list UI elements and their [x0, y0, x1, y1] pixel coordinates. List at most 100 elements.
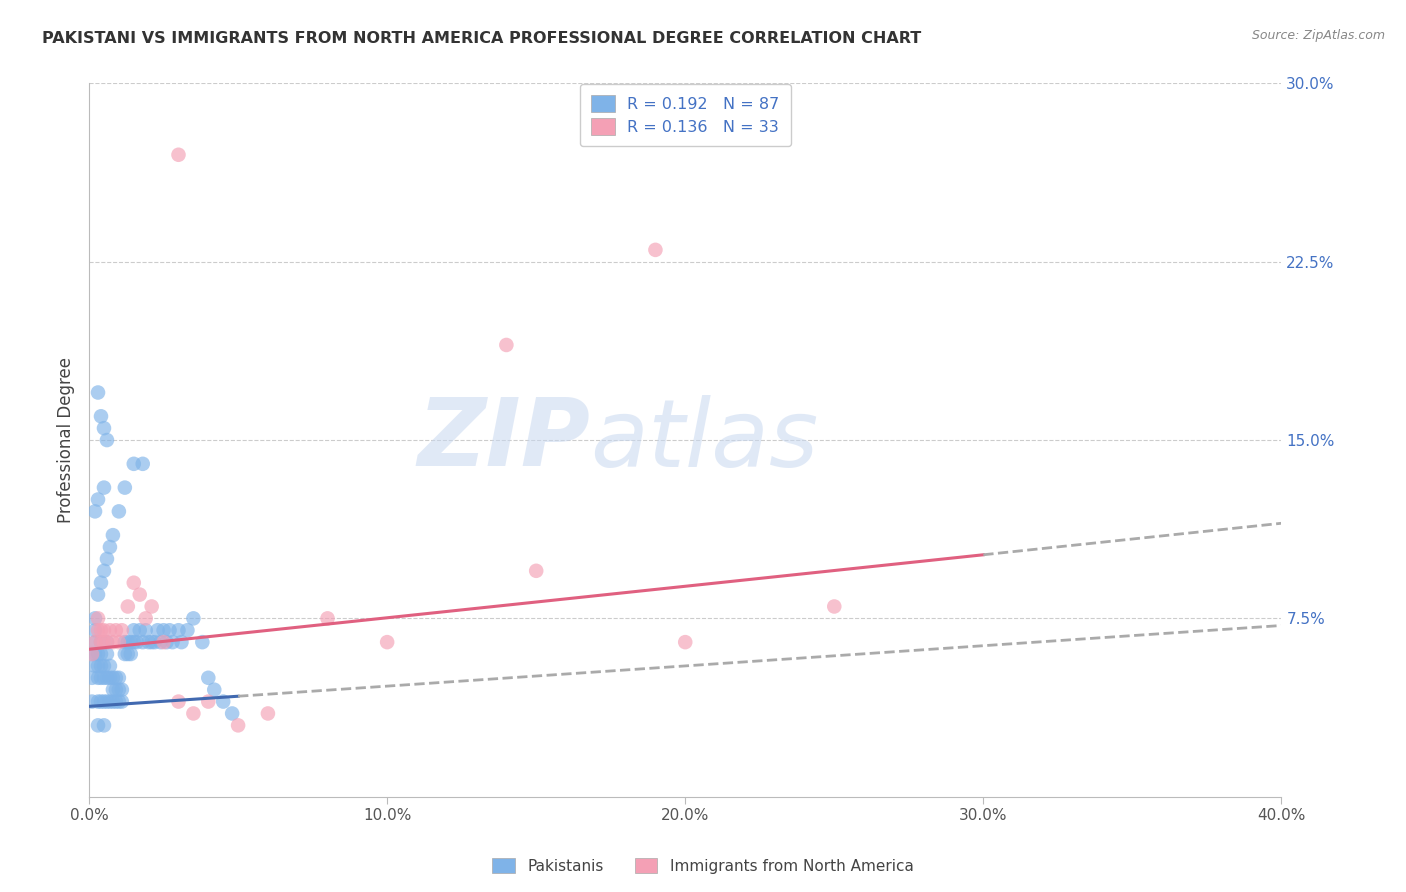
Text: ZIP: ZIP	[418, 394, 591, 486]
Point	[96, 647, 118, 661]
Point	[183, 611, 205, 625]
Point	[155, 635, 177, 649]
Point	[87, 588, 110, 602]
Point	[80, 647, 103, 661]
Point	[122, 635, 145, 649]
Point	[152, 635, 174, 649]
Point	[87, 718, 110, 732]
Point	[108, 671, 131, 685]
Point	[146, 624, 169, 638]
Point	[96, 552, 118, 566]
Point	[183, 706, 205, 721]
Point	[87, 624, 110, 638]
Point	[170, 635, 193, 649]
Point	[673, 635, 696, 649]
Point	[84, 504, 107, 518]
Point	[84, 635, 107, 649]
Point	[87, 385, 110, 400]
Point	[87, 611, 110, 625]
Point	[87, 671, 110, 685]
Point	[162, 635, 184, 649]
Point	[122, 575, 145, 590]
Point	[221, 706, 243, 721]
Point	[96, 635, 118, 649]
Point	[167, 624, 190, 638]
Point	[167, 148, 190, 162]
Point	[495, 338, 517, 352]
Point	[90, 409, 112, 424]
Point	[111, 624, 134, 638]
Point	[80, 695, 103, 709]
Point	[98, 659, 121, 673]
Point	[167, 695, 190, 709]
Text: atlas: atlas	[591, 394, 818, 485]
Point	[143, 635, 166, 649]
Point	[141, 599, 163, 614]
Point	[135, 611, 157, 625]
Point	[93, 624, 115, 638]
Point	[90, 695, 112, 709]
Point	[84, 659, 107, 673]
Point	[108, 695, 131, 709]
Point	[114, 481, 136, 495]
Point	[87, 492, 110, 507]
Point	[90, 647, 112, 661]
Point	[93, 421, 115, 435]
Legend: Pakistanis, Immigrants from North America: Pakistanis, Immigrants from North Americ…	[486, 852, 920, 880]
Point	[316, 611, 339, 625]
Point	[159, 624, 181, 638]
Point	[96, 635, 118, 649]
Point	[96, 433, 118, 447]
Point	[104, 671, 127, 685]
Point	[212, 695, 235, 709]
Point	[93, 695, 115, 709]
Point	[104, 695, 127, 709]
Point	[96, 671, 118, 685]
Point	[93, 635, 115, 649]
Point	[120, 635, 142, 649]
Point	[84, 647, 107, 661]
Point	[90, 659, 112, 673]
Point	[257, 706, 280, 721]
Point	[128, 588, 150, 602]
Point	[93, 659, 115, 673]
Point	[128, 624, 150, 638]
Point	[122, 457, 145, 471]
Point	[149, 635, 172, 649]
Point	[111, 682, 134, 697]
Point	[90, 635, 112, 649]
Point	[104, 682, 127, 697]
Point	[117, 635, 139, 649]
Point	[114, 647, 136, 661]
Point	[197, 671, 219, 685]
Point	[84, 624, 107, 638]
Point	[87, 647, 110, 661]
Point	[93, 564, 115, 578]
Point	[87, 695, 110, 709]
Point	[644, 243, 666, 257]
Point	[191, 635, 214, 649]
Point	[152, 624, 174, 638]
Point	[132, 457, 155, 471]
Point	[122, 624, 145, 638]
Point	[176, 624, 198, 638]
Point	[108, 635, 131, 649]
Point	[101, 671, 124, 685]
Point	[111, 695, 134, 709]
Point	[108, 504, 131, 518]
Point	[114, 635, 136, 649]
Point	[96, 695, 118, 709]
Text: PAKISTANI VS IMMIGRANTS FROM NORTH AMERICA PROFESSIONAL DEGREE CORRELATION CHART: PAKISTANI VS IMMIGRANTS FROM NORTH AMERI…	[42, 31, 921, 46]
Point	[84, 611, 107, 625]
Point	[226, 718, 249, 732]
Point	[117, 647, 139, 661]
Point	[90, 671, 112, 685]
Point	[101, 682, 124, 697]
Point	[141, 635, 163, 649]
Point	[93, 671, 115, 685]
Point	[98, 540, 121, 554]
Point	[80, 647, 103, 661]
Point	[101, 528, 124, 542]
Point	[93, 718, 115, 732]
Point	[197, 695, 219, 709]
